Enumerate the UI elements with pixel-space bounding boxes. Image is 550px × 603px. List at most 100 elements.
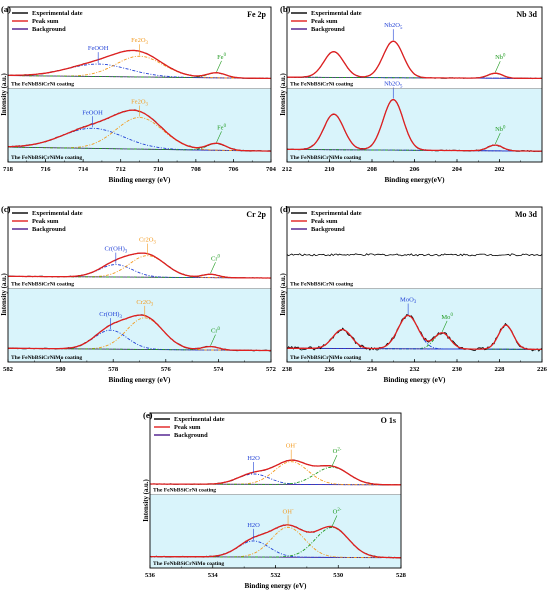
peak-label-pointer [216, 131, 222, 143]
element-title: Mo 3d [515, 210, 538, 219]
peak-label: Cr0 [211, 255, 221, 263]
x-tick-label: 576 [161, 366, 172, 373]
peak-label: Fe2O3 [131, 98, 148, 107]
component-peak [287, 72, 542, 79]
peak-label: Cr0 [211, 327, 221, 335]
panel-letter: (d) [280, 204, 291, 214]
x-tick-label: 212 [282, 166, 293, 173]
x-tick-label: 536 [145, 572, 156, 579]
lower-spectrum-band [8, 88, 271, 162]
peak-label: FeOOH [82, 109, 103, 116]
x-tick-label: 704 [266, 166, 277, 173]
x-axis-label: Binding energy (eV) [245, 582, 307, 590]
legend-label: Experimental date [32, 10, 83, 17]
peak-sum-line [287, 40, 542, 80]
sample-label: The FeNbBSiCrNiMo coating [290, 355, 361, 361]
sample-label: The FeNbBSiCrNi coating [11, 82, 74, 88]
lower-spectrum-band [287, 288, 542, 362]
x-tick-label: 230 [452, 366, 463, 373]
spectrum-nimo: H2O OH- O2- The FeNbBSiCrNiMo coating [149, 508, 402, 567]
spectrum-ni: The FeNbBSiCrNi coating [286, 253, 543, 288]
peak-label: H2O [247, 455, 260, 462]
sample-label: The FeNbBSiCrNi coating [11, 282, 74, 288]
sample-label: The FeNbBSiCrNi coating [290, 82, 353, 88]
x-tick-label: 208 [367, 166, 378, 173]
peak-label: O2- [333, 508, 342, 516]
peak-label: Cr(OH)3 [105, 246, 128, 255]
x-tick-label: 582 [3, 366, 14, 373]
x-tick-label: 232 [410, 366, 421, 373]
x-axis: 238 236 234 232 230 228 226 [282, 359, 548, 373]
component-peak [287, 324, 542, 350]
x-tick-label: 708 [191, 166, 202, 173]
x-axis: 212 210 208 206 204 202 [282, 159, 543, 173]
x-tick-label: 236 [325, 366, 336, 373]
peak-label: Cr2O3 [139, 237, 156, 246]
lower-spectrum-band [150, 494, 401, 568]
peak-label: Nb0 [495, 125, 506, 133]
x-tick-label: 530 [333, 572, 344, 579]
component-peak [149, 540, 401, 559]
peak-label-pointer [210, 262, 216, 274]
x-tick-label: 234 [367, 366, 378, 373]
peak-label: Cr(OH)3 [99, 311, 122, 320]
x-tick-label: 716 [41, 166, 52, 173]
peak-label: FeOOH [88, 45, 109, 52]
experimental-line [7, 252, 272, 279]
panel-letter: (e) [143, 410, 153, 420]
peak-label-pointer [441, 320, 448, 332]
x-tick-label: 238 [282, 366, 293, 373]
peak-label: Mo0 [441, 313, 453, 321]
x-tick-label: 228 [495, 366, 506, 373]
peak-label: H2O [247, 522, 260, 529]
peak-label: Nb0 [495, 54, 506, 62]
legend-label: Experimental date [311, 10, 362, 17]
legend-label: Peak sum [32, 218, 59, 225]
peak-label: Nb2O5 [384, 81, 403, 90]
y-axis-label: Intensity (a.u.) [280, 273, 287, 315]
sample-label: The FeNbBSiCrNiMo coating [153, 561, 224, 567]
spectrum-nimo: MoO3 Mo0 The FeNbBSiCrNiMo coating [286, 296, 543, 361]
peak-label: O2- [333, 448, 342, 456]
x-tick-label: 204 [452, 166, 463, 173]
peak-label-pointer [210, 334, 216, 346]
legend-label: Background [174, 432, 208, 439]
peak-label: Nb2O5 [384, 22, 403, 31]
spectrum-ni: H2O OH- O2- The FeNbBSiCrNi coating [149, 442, 402, 494]
spectrum-ni: Cr(OH)3 Cr2O3 Cr0 The FeNbBSiCrNi coating [7, 237, 272, 288]
component-peak [7, 255, 271, 279]
panel-letter: (a) [1, 4, 11, 14]
legend-label: Background [311, 226, 345, 233]
x-axis: 536 534 532 530 528 [145, 565, 407, 579]
legend-label: Peak sum [311, 218, 338, 225]
x-tick-label: 706 [228, 166, 239, 173]
legend-label: Experimental date [311, 210, 362, 217]
component-peak [8, 142, 271, 152]
x-axis-label: Binding energy (eV) [384, 376, 446, 384]
sample-label: The FeNbBSiCrNi coating [153, 488, 216, 494]
experimental-line [286, 253, 543, 257]
legend-label: Background [311, 26, 345, 33]
x-tick-label: 206 [410, 166, 421, 173]
x-tick-label: 202 [495, 166, 506, 173]
y-axis-label: Intensity (a.u.) [280, 73, 287, 115]
peak-sum-line [7, 314, 271, 352]
x-tick-label: 574 [213, 366, 224, 373]
legend-label: Background [32, 26, 66, 33]
peak-label-pointer [494, 132, 501, 145]
panel-o-1s: H2O OH- O2- The FeNbBSiCrNi coating H2O OH- O2… [143, 410, 407, 590]
spectrum-ni: FeOOH Fe2O3 Fe0 The FeNbBSiCrNi coating [7, 37, 272, 88]
legend-label: Background [32, 226, 66, 233]
x-axis-label: Binding energy (eV) [109, 376, 171, 384]
component-peak [150, 473, 401, 486]
x-tick-label: 210 [325, 166, 336, 173]
spectrum-nimo: Cr(OH)3 Cr2O3 Cr0 The FeNbBSiCrNiMo coating [7, 299, 272, 361]
legend-label: Experimental date [32, 210, 83, 217]
y-axis-label: Intensity (a.u.) [143, 479, 150, 521]
spectrum-ni: Nb2O5 Nb0 The FeNbBSiCrNi coating [286, 22, 543, 88]
